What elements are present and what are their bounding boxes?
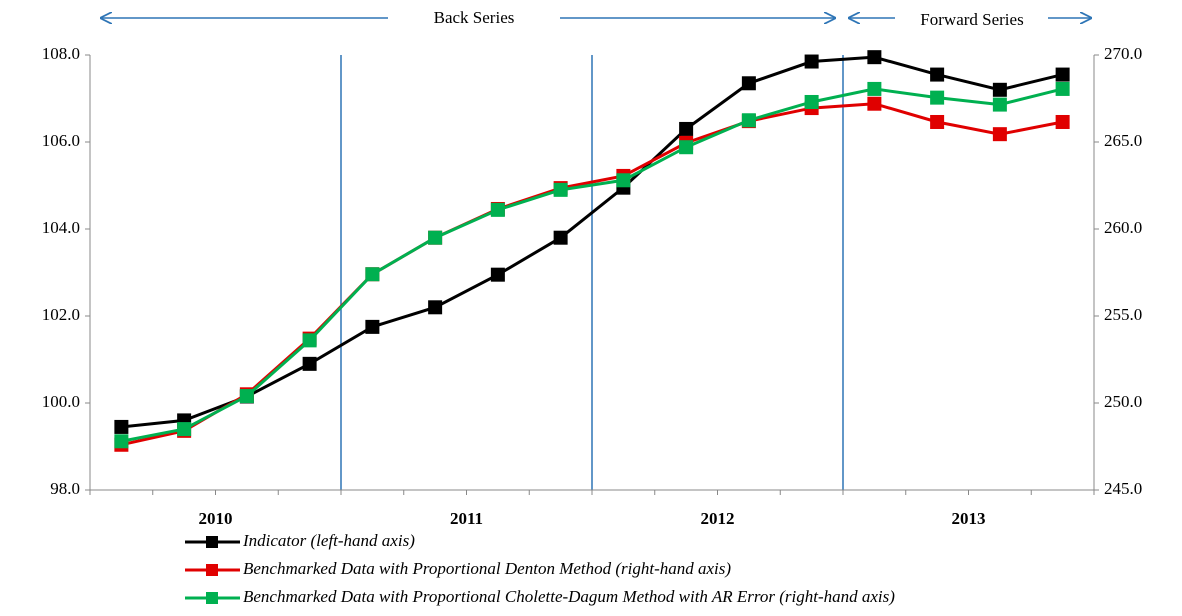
series-marker (867, 96, 882, 111)
series-marker (930, 114, 945, 129)
forward-series-label: Forward Series (920, 10, 1023, 29)
year-label: 2010 (199, 509, 233, 528)
y2-tick-label: 255.0 (1104, 305, 1142, 324)
series-marker (428, 230, 443, 245)
legend-marker (206, 536, 218, 548)
series-marker (428, 300, 443, 315)
series-marker (490, 202, 505, 217)
series-marker (930, 90, 945, 105)
series-marker (114, 434, 129, 449)
year-label: 2012 (701, 509, 735, 528)
series-marker (1055, 81, 1070, 96)
series-marker (365, 267, 380, 282)
y2-tick-label: 260.0 (1104, 218, 1142, 237)
series-marker (239, 389, 254, 404)
y2-tick-label: 270.0 (1104, 44, 1142, 63)
series-marker (1055, 114, 1070, 129)
series-marker (490, 267, 505, 282)
series-marker (804, 94, 819, 109)
series-marker (930, 67, 945, 82)
series-marker (867, 50, 882, 65)
year-label: 2013 (952, 509, 986, 528)
series-marker (553, 230, 568, 245)
series-marker (867, 81, 882, 96)
legend-marker (206, 564, 218, 576)
series-marker (741, 113, 756, 128)
year-label: 2011 (450, 509, 483, 528)
back-series-label: Back Series (434, 8, 515, 27)
series-marker (302, 333, 317, 348)
series-marker (992, 97, 1007, 112)
series-marker (679, 140, 694, 155)
legend-label: Indicator (left-hand axis) (242, 531, 415, 550)
series-marker (992, 82, 1007, 97)
series-marker (1055, 67, 1070, 82)
y-tick-label: 98.0 (50, 479, 80, 498)
series-marker (992, 127, 1007, 142)
legend-label: Benchmarked Data with Proportional Chole… (243, 587, 895, 606)
y2-tick-label: 250.0 (1104, 392, 1142, 411)
series-marker (553, 182, 568, 197)
y-tick-label: 106.0 (42, 131, 80, 150)
series-marker (616, 173, 631, 188)
y2-tick-label: 265.0 (1104, 131, 1142, 150)
series-marker (679, 121, 694, 136)
y-tick-label: 104.0 (42, 218, 80, 237)
legend-marker (206, 592, 218, 604)
series-marker (741, 76, 756, 91)
y2-tick-label: 245.0 (1104, 479, 1142, 498)
series-line (121, 87, 1063, 443)
series-marker (302, 356, 317, 371)
y-tick-label: 100.0 (42, 392, 80, 411)
series-marker (177, 422, 192, 437)
series-marker (114, 419, 129, 434)
series-marker (804, 54, 819, 69)
series-line (121, 55, 1063, 429)
y-tick-label: 102.0 (42, 305, 80, 324)
series-marker (365, 319, 380, 334)
y-tick-label: 108.0 (42, 44, 80, 63)
legend-label: Benchmarked Data with Proportional Dento… (243, 559, 731, 578)
